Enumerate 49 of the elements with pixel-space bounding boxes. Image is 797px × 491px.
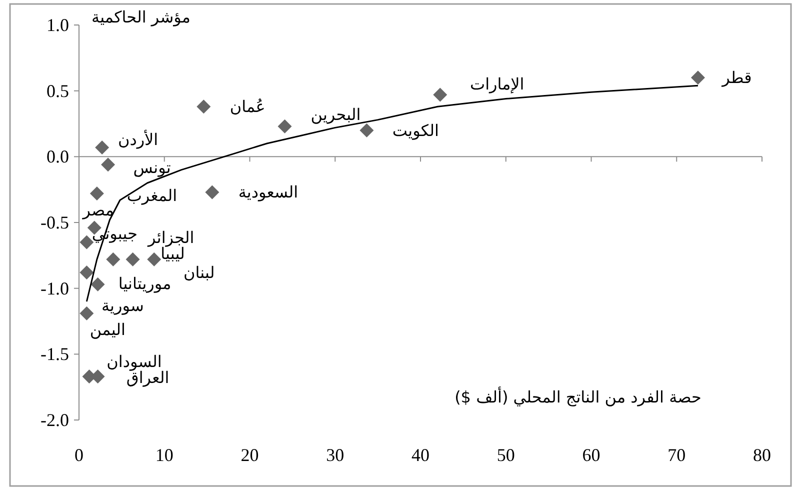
point: [80, 306, 94, 320]
point: [90, 186, 104, 201]
point: [80, 266, 94, 280]
y-tick-label: -0.5: [40, 212, 69, 232]
x-tick-label: 70: [668, 445, 686, 465]
annotation: سورية: [101, 296, 144, 316]
point: [278, 119, 292, 134]
point: [360, 123, 374, 138]
point: [90, 277, 105, 292]
x-tick-label: 20: [240, 445, 259, 465]
y-tick-label: 0.5: [46, 80, 69, 101]
point: [101, 158, 116, 172]
annotation: البحرين: [310, 104, 361, 124]
annotation: السودان: [106, 352, 162, 372]
annotation: تونس: [133, 158, 171, 178]
y-axis-title: مؤشر الحاكمية: [92, 8, 190, 26]
annotation: اليمن: [90, 320, 126, 339]
annotation: قطر: [721, 68, 752, 88]
point: [690, 70, 705, 85]
point: [433, 88, 448, 102]
point: [205, 185, 220, 200]
annotation: المغرب: [126, 186, 178, 206]
x-tick-label: 80: [753, 445, 771, 465]
y-tick-label: 0.0: [46, 146, 69, 167]
x-tick-label: 60: [582, 445, 600, 465]
point: [95, 140, 110, 154]
annotation: السعودية: [238, 182, 298, 202]
y-tick-label: -2.0: [40, 410, 69, 430]
y-tick-label: -1.0: [40, 278, 69, 298]
x-tick-label: 50: [496, 445, 515, 465]
point: [147, 252, 162, 266]
annotation: موريتانيا: [118, 274, 172, 293]
annotation: لبنان: [184, 262, 215, 282]
point: [126, 252, 140, 266]
point: [196, 100, 211, 114]
y-tick-label: 1.0: [46, 15, 69, 35]
annotation: الكويت: [392, 120, 440, 140]
annotation: عُمان: [230, 97, 266, 116]
point: [80, 235, 94, 250]
x-tick-label: 0: [74, 445, 84, 465]
annotation: مصر: [82, 200, 114, 220]
x-tick-label: 30: [326, 445, 344, 465]
x-tick-label: 10: [155, 445, 174, 465]
annotation: الإمارات: [470, 74, 524, 94]
x-tick-label: 40: [412, 445, 430, 465]
annotation: الأردن: [118, 128, 158, 149]
x-axis-title: حصة الفرد من الناتج المحلي (ألف $): [454, 386, 702, 406]
point: [106, 252, 120, 266]
y-tick-label: -1.5: [40, 344, 69, 364]
